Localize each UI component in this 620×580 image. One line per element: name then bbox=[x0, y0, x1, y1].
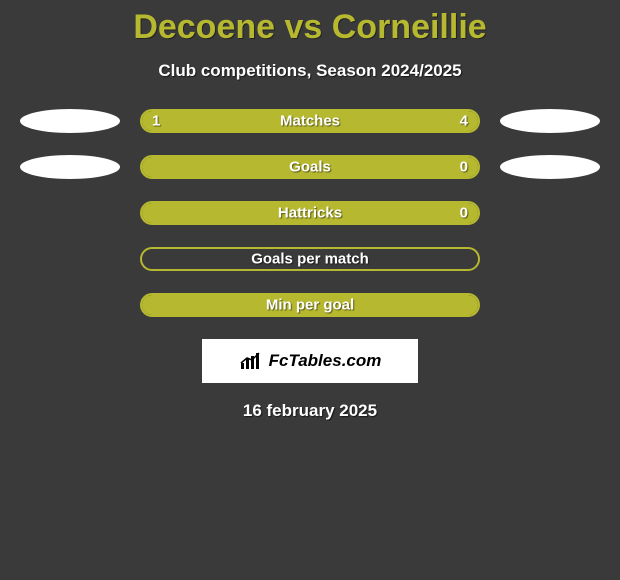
stat-row: Min per goal bbox=[0, 293, 620, 317]
stat-value-right: 0 bbox=[460, 205, 468, 222]
oval-spacer bbox=[500, 201, 600, 225]
stat-label: Goals bbox=[142, 159, 478, 176]
oval-spacer bbox=[500, 247, 600, 271]
stat-row: Goals0 bbox=[0, 155, 620, 179]
oval-spacer bbox=[20, 293, 120, 317]
stat-bar: Hattricks0 bbox=[140, 201, 480, 225]
oval-spacer bbox=[500, 293, 600, 317]
stats-container: Matches14Goals0Hattricks0Goals per match… bbox=[0, 109, 620, 317]
stat-bar: Min per goal bbox=[140, 293, 480, 317]
right-oval bbox=[500, 155, 600, 179]
subtitle: Club competitions, Season 2024/2025 bbox=[0, 61, 620, 81]
left-oval bbox=[20, 109, 120, 133]
brand-box: FcTables.com bbox=[202, 339, 418, 383]
stat-label: Min per goal bbox=[142, 297, 478, 314]
stat-bar: Goals per match bbox=[140, 247, 480, 271]
brand-text: FcTables.com bbox=[269, 351, 382, 371]
stat-label: Goals per match bbox=[142, 251, 478, 268]
oval-spacer bbox=[20, 201, 120, 225]
stat-row: Goals per match bbox=[0, 247, 620, 271]
date-text: 16 february 2025 bbox=[0, 401, 620, 421]
stat-bar: Matches1 4 bbox=[140, 109, 480, 133]
stat-bar: Goals0 bbox=[140, 155, 480, 179]
stat-value-left: 1 bbox=[152, 113, 160, 130]
right-oval bbox=[500, 109, 600, 133]
oval-spacer bbox=[20, 247, 120, 271]
page-title: Decoene vs Corneillie bbox=[0, 0, 620, 47]
stat-label: Matches bbox=[142, 113, 478, 130]
left-oval bbox=[20, 155, 120, 179]
stat-label: Hattricks bbox=[142, 205, 478, 222]
chart-icon bbox=[239, 351, 265, 371]
stat-row: Hattricks0 bbox=[0, 201, 620, 225]
stat-row: Matches1 4 bbox=[0, 109, 620, 133]
stat-value-right: 4 bbox=[460, 113, 468, 130]
stat-value-right: 0 bbox=[460, 159, 468, 176]
